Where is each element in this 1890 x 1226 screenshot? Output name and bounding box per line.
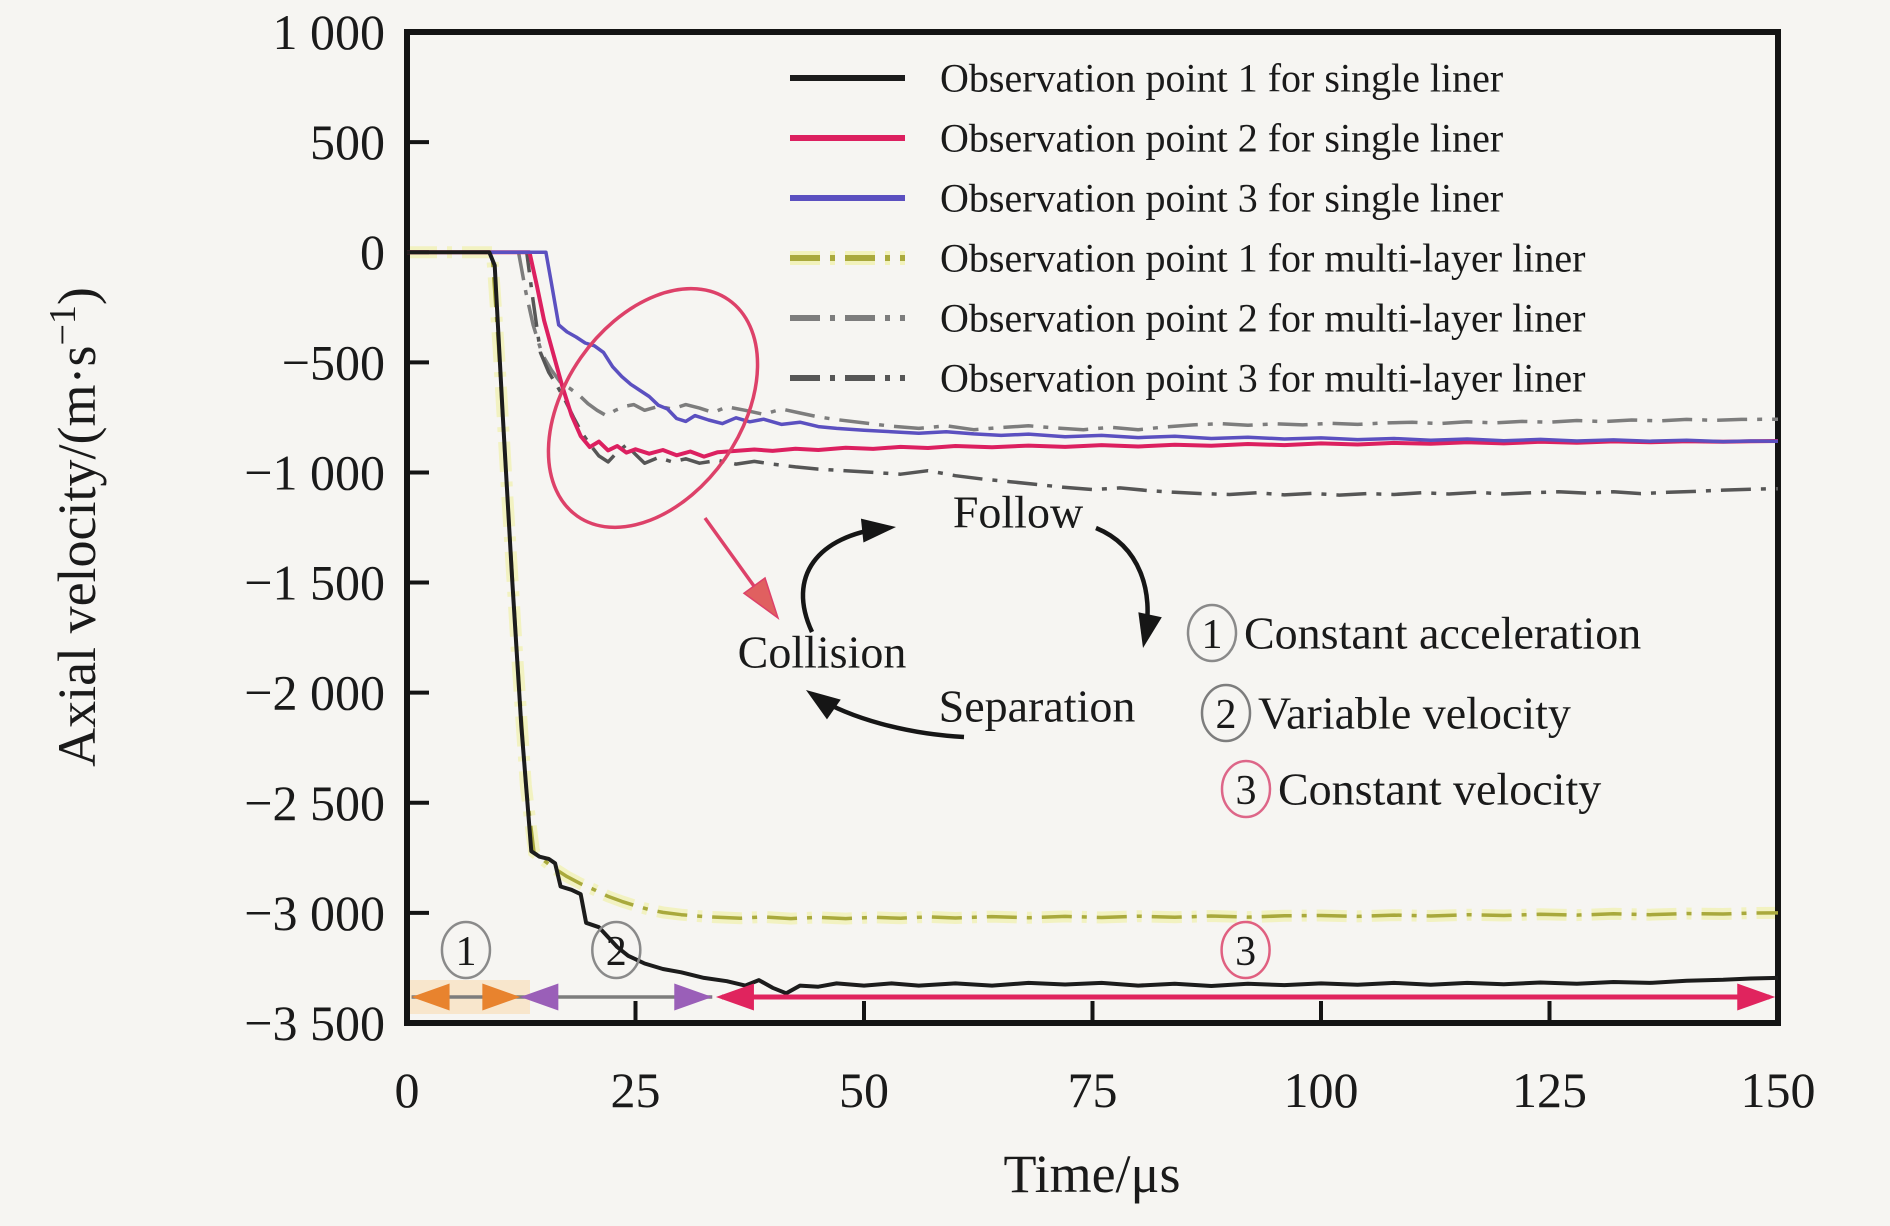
y-axis-title: Axial velocity/(m·s−1): [42, 287, 107, 767]
legend-label: Observation point 2 for multi-layer line…: [940, 296, 1585, 341]
note-3-label: Constant velocity: [1278, 764, 1601, 815]
legend-label: Observation point 3 for single liner: [940, 176, 1503, 221]
y-tick-label: −500: [282, 334, 385, 390]
legend-item: Observation point 1 for multi-layer line…: [790, 236, 1585, 281]
legend-label: Observation point 3 for multi-layer line…: [940, 356, 1585, 401]
y-tick-label: −2 500: [244, 775, 385, 831]
series-line-1: [407, 250, 1779, 459]
collision-highlight-ellipse: [546, 286, 760, 530]
region-3-arrowhead-left: [715, 983, 754, 1011]
legend-label: Observation point 1 for single liner: [940, 56, 1503, 101]
series-line-5: [407, 250, 1779, 497]
series-line-4: [407, 250, 1779, 432]
cycle-label-collision: Collision: [738, 627, 907, 678]
legend-item: Observation point 2 for multi-layer line…: [790, 296, 1585, 341]
legend: Observation point 1 for single liner Obse…: [790, 56, 1585, 401]
cycle-arrowhead-separation: [1138, 612, 1162, 648]
region-1-arrowhead-left: [411, 983, 450, 1011]
series-line-2: [407, 250, 1779, 444]
note-2-label: Variable velocity: [1258, 688, 1571, 739]
y-tick-label: 1 000: [273, 4, 386, 60]
region-2-arrowhead-right: [674, 983, 713, 1011]
cycle-label-separation: Separation: [939, 681, 1136, 732]
y-tick-label: −3 500: [244, 995, 385, 1051]
legend-label: Observation point 1 for multi-layer line…: [940, 236, 1585, 281]
x-tick-label: 75: [1068, 1062, 1118, 1118]
legend-item: Observation point 3 for single liner: [790, 176, 1503, 221]
legend-item: Observation point 3 for multi-layer line…: [790, 356, 1585, 401]
x-tick-label: 0: [395, 1062, 420, 1118]
y-tick-label: −1 500: [244, 555, 385, 611]
series-line-3: [407, 250, 1779, 921]
note-3-circle: [1220, 759, 1272, 819]
x-tick-label: 125: [1512, 1062, 1587, 1118]
cycle-arc-collision-to-follow: [800, 525, 885, 633]
x-axis-title: Time/μs: [1003, 1144, 1180, 1204]
y-tick-label: −2 000: [244, 665, 385, 721]
cycle-arrowhead-follow: [860, 518, 896, 543]
legend-item: Observation point 2 for single liner: [790, 116, 1503, 161]
note-1-label: Constant acceleration: [1244, 608, 1641, 659]
note-2-number: 2: [1216, 692, 1237, 738]
data-series-layer: [407, 250, 1779, 996]
region-3-arrowhead-right: [1737, 983, 1776, 1011]
y-tick-label: 0: [360, 224, 385, 280]
x-tick-label: 150: [1741, 1062, 1816, 1118]
region-1-arrowhead-right: [482, 983, 521, 1011]
region-2-number: 2: [606, 929, 627, 975]
y-tick-label: 500: [310, 114, 385, 170]
cycle-label-follow: Follow: [953, 487, 1084, 538]
note-1-number: 1: [1202, 612, 1223, 658]
y-tick-label: −3 000: [244, 885, 385, 941]
legend-label: Observation point 2 for single liner: [940, 116, 1503, 161]
plot-area: 0 25 50 75 100 125 150 1 000 500 0 −500 −1 000 −1 50…: [244, 4, 1815, 1118]
x-tick-label: 25: [611, 1062, 661, 1118]
x-tick-label: 50: [839, 1062, 889, 1118]
note-2-circle: [1200, 683, 1252, 743]
region-1-circle: [440, 920, 492, 980]
collision-pointer-arrowhead: [742, 576, 780, 620]
note-3-number: 3: [1236, 768, 1257, 814]
region-1-number: 1: [455, 929, 476, 975]
legend-item: Observation point 1 for single liner: [790, 56, 1503, 101]
y-tick-label: −1 000: [244, 444, 385, 500]
region-2-arrowhead-left: [520, 983, 559, 1011]
region-2-circle: [591, 920, 642, 980]
region-3-number: 3: [1235, 929, 1256, 975]
note-1-circle: [1186, 603, 1238, 663]
x-tick-label: 100: [1284, 1062, 1359, 1118]
cycle-arrowhead-collision: [806, 690, 841, 720]
region-3-circle: [1220, 920, 1271, 980]
series-line-0: [407, 250, 1779, 996]
